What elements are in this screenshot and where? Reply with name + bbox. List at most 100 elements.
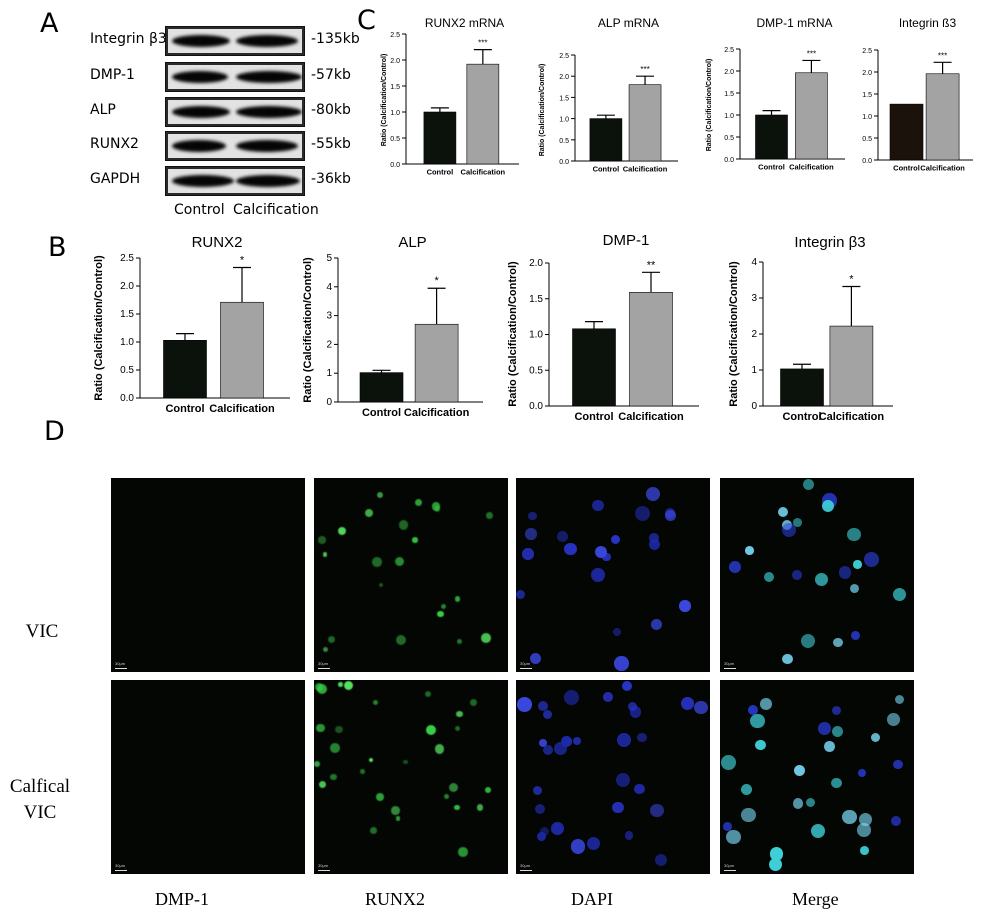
cell-nucleus xyxy=(376,793,384,801)
bar-calcification xyxy=(795,72,828,160)
cell-nucleus xyxy=(814,572,829,587)
x-category-label: Calcification xyxy=(819,411,885,423)
cell-nucleus xyxy=(800,633,816,648)
y-tick-label: 2.0 xyxy=(862,70,872,77)
cell-nucleus xyxy=(590,567,605,582)
cell-nucleus xyxy=(454,804,460,811)
blot-band-strip xyxy=(165,166,305,196)
cell-nucleus xyxy=(337,526,347,536)
scale-bar xyxy=(520,870,532,871)
x-category-label: Calcification xyxy=(209,403,275,415)
significance-marker: * xyxy=(434,275,439,287)
y-tick-label: 0.0 xyxy=(529,401,543,412)
scale-bar-label: 30μm xyxy=(520,863,531,868)
cell-nucleus xyxy=(858,812,872,826)
cell-nucleus xyxy=(769,847,783,861)
panel-label-c: C xyxy=(357,5,376,36)
y-tick-label: 1.0 xyxy=(529,330,543,341)
scale-bar xyxy=(115,870,127,871)
bar-control xyxy=(755,114,788,160)
scale-bar xyxy=(318,668,330,669)
y-tick-label: 0.5 xyxy=(862,136,872,143)
cell-nucleus xyxy=(528,511,537,521)
cell-nucleus xyxy=(587,837,601,851)
y-tick-label: 1.5 xyxy=(862,92,872,99)
blot-band-strip xyxy=(165,26,305,56)
cell-nucleus xyxy=(318,536,326,544)
cell-nucleus xyxy=(782,522,797,537)
panel-label-a: A xyxy=(40,8,59,39)
cell-nucleus xyxy=(330,743,340,754)
x-category-label: Calcification xyxy=(789,163,834,172)
cell-nucleus xyxy=(842,810,857,825)
cell-nucleus xyxy=(319,781,327,789)
cell-nucleus xyxy=(679,600,691,612)
x-category-label: Control xyxy=(574,411,613,423)
cell-nucleus xyxy=(486,512,493,519)
cell-nucleus xyxy=(480,632,491,643)
cell-nucleus xyxy=(373,700,379,706)
column-label-runx2: RUNX2 xyxy=(365,889,426,909)
cell-nucleus xyxy=(622,680,633,691)
micrograph-merge-vic: 30μm xyxy=(720,478,914,672)
y-tick-label: 2.0 xyxy=(529,258,543,269)
scale-bar-label: 30μm xyxy=(520,661,531,666)
cell-nucleus xyxy=(529,653,541,665)
blot-size-label: -57kb xyxy=(311,67,351,83)
significance-marker: * xyxy=(240,255,245,267)
y-tick-label: 1.0 xyxy=(120,337,134,348)
y-tick-label: 0.0 xyxy=(559,159,569,166)
cell-nucleus xyxy=(694,700,708,715)
y-tick-label: 1.0 xyxy=(559,117,569,124)
cell-nucleus xyxy=(805,798,815,808)
significance-marker: ** xyxy=(647,259,656,271)
blot-band-calcification xyxy=(236,140,298,152)
cell-nucleus xyxy=(431,502,441,512)
cell-nucleus xyxy=(745,546,755,555)
bar-calcification xyxy=(629,292,673,407)
cell-nucleus xyxy=(412,537,418,543)
panel-label-b: B xyxy=(48,232,67,263)
cell-nucleus xyxy=(595,545,608,559)
cell-nucleus xyxy=(338,682,343,687)
cell-nucleus xyxy=(398,520,409,530)
cell-nucleus xyxy=(522,548,534,560)
cell-nucleus xyxy=(477,804,484,811)
cell-nucleus xyxy=(637,733,647,743)
y-tick-label: 0.5 xyxy=(724,135,734,142)
y-tick-label: 0.5 xyxy=(559,138,569,145)
micrograph-dapi-calcified-vic: 30μm xyxy=(516,680,710,874)
cell-nucleus xyxy=(395,816,401,821)
cell-nucleus xyxy=(538,701,549,712)
y-tick-label: 4 xyxy=(751,257,757,268)
cell-nucleus xyxy=(648,538,661,550)
cell-nucleus xyxy=(792,798,804,809)
cell-nucleus xyxy=(860,846,869,856)
cell-nucleus xyxy=(838,566,852,579)
y-tick-label: 0.0 xyxy=(724,157,734,164)
y-tick-label: 1 xyxy=(326,368,332,379)
y-tick-label: 0.5 xyxy=(120,365,134,376)
x-category-label: Calcification xyxy=(623,165,668,174)
cell-nucleus xyxy=(793,764,806,776)
y-tick-label: 2.0 xyxy=(390,58,400,65)
bar-control xyxy=(163,340,207,399)
significance-marker: * xyxy=(849,273,854,285)
cell-nucleus xyxy=(850,583,860,593)
cell-nucleus xyxy=(617,733,631,747)
cell-nucleus xyxy=(817,722,831,735)
chart-title: Integrin β3 xyxy=(794,234,865,251)
cell-nucleus xyxy=(534,803,546,815)
scale-bar xyxy=(724,668,736,669)
y-tick-label: 1.5 xyxy=(390,84,400,91)
bar-control xyxy=(423,111,457,165)
chart-title: ALP xyxy=(398,234,426,251)
y-tick-label: 2.5 xyxy=(724,47,734,54)
scale-bar xyxy=(724,870,736,871)
cell-nucleus xyxy=(437,610,444,618)
cell-nucleus xyxy=(649,532,659,543)
micrograph-dmp-1-calcified-vic: 30μm xyxy=(111,680,305,874)
scale-bar xyxy=(115,668,127,669)
column-label-dmp-1: DMP-1 xyxy=(155,889,210,909)
